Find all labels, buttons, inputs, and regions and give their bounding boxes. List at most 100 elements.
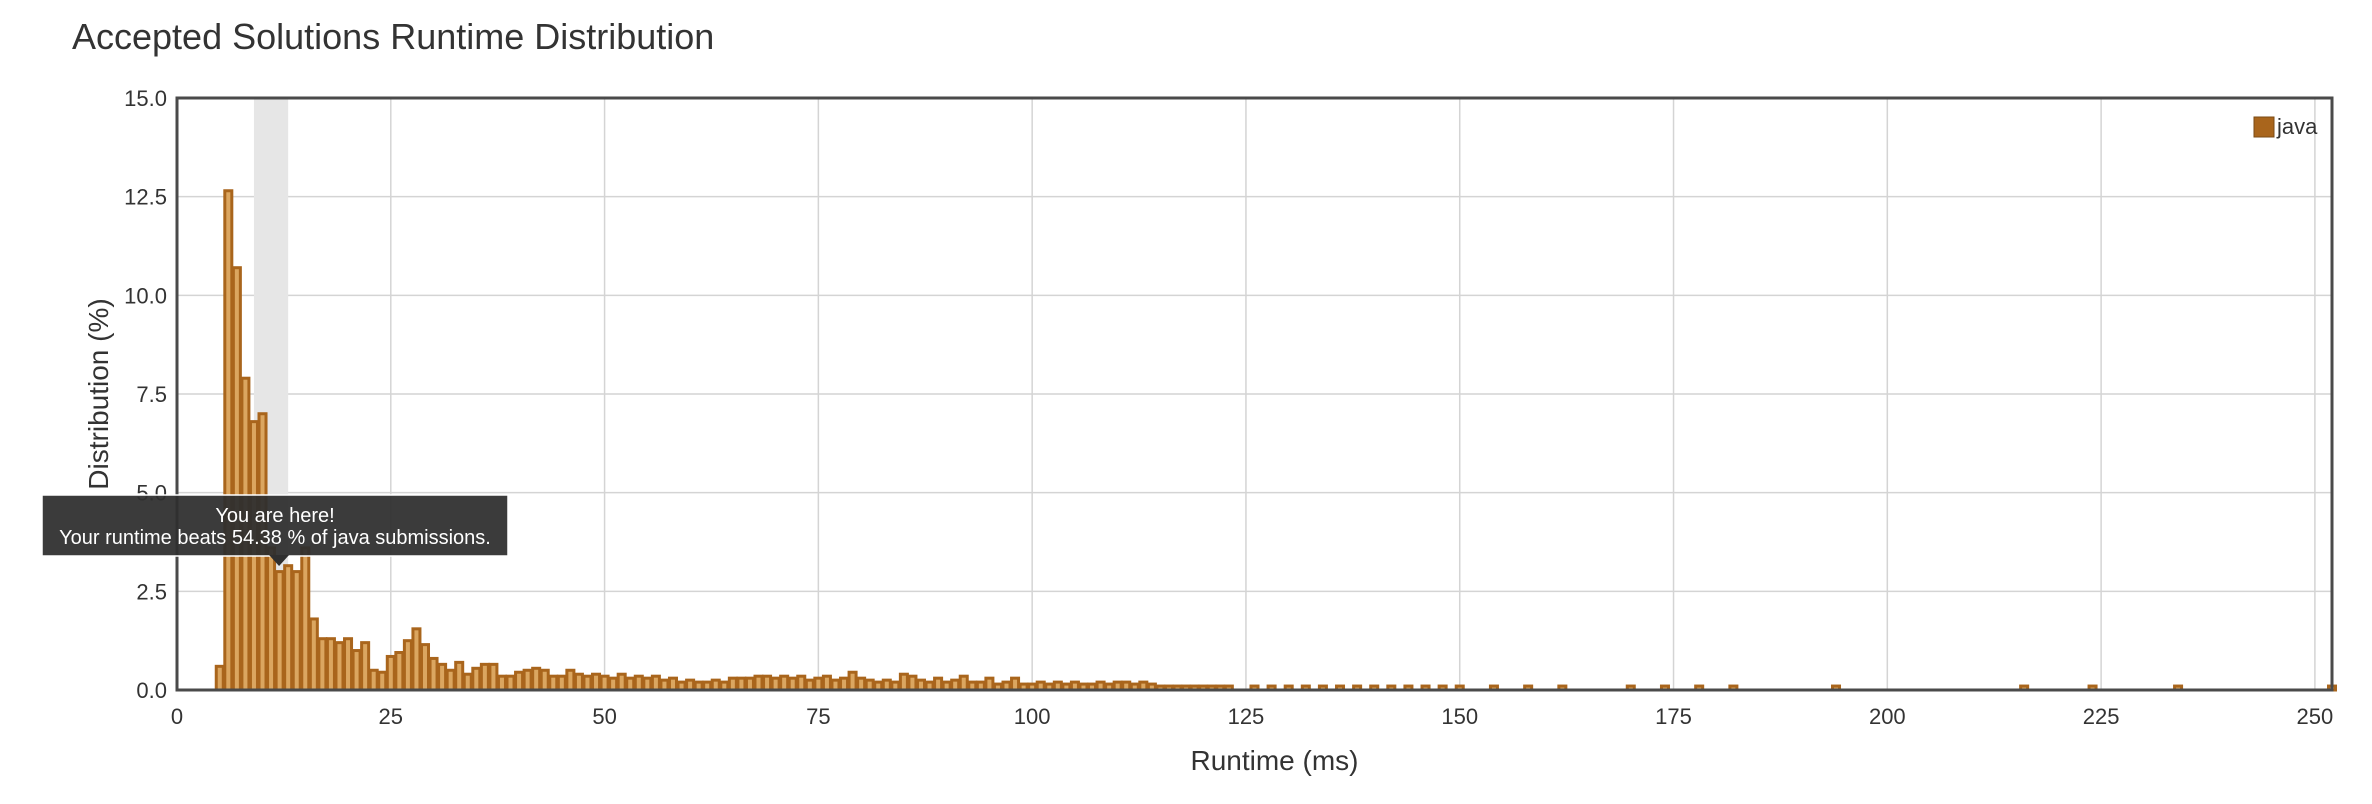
bar[interactable] xyxy=(308,617,319,692)
bar[interactable] xyxy=(496,674,507,692)
bar[interactable] xyxy=(556,674,567,692)
x-tick-label: 225 xyxy=(2083,704,2120,729)
bar[interactable] xyxy=(488,662,499,692)
bar[interactable] xyxy=(753,674,764,692)
bar[interactable] xyxy=(667,676,678,692)
bar[interactable] xyxy=(821,674,832,692)
x-tick-label: 150 xyxy=(1441,704,1478,729)
tooltip-arrow xyxy=(269,555,290,566)
bar[interactable] xyxy=(351,649,362,692)
bar[interactable] xyxy=(505,674,516,692)
bar[interactable] xyxy=(1010,676,1021,692)
x-tick-label: 25 xyxy=(379,704,403,729)
bar[interactable] xyxy=(445,668,456,692)
bar[interactable] xyxy=(471,666,482,692)
bar[interactable] xyxy=(479,662,490,692)
x-tick-label: 100 xyxy=(1014,704,1051,729)
legend[interactable]: java xyxy=(2253,114,2318,139)
x-tick-label: 250 xyxy=(2297,704,2334,729)
bar[interactable] xyxy=(394,651,405,692)
bar[interactable] xyxy=(608,676,619,692)
bars xyxy=(214,189,2338,692)
y-tick-label: 2.5 xyxy=(136,579,167,604)
bar[interactable] xyxy=(548,674,559,692)
bar[interactable] xyxy=(633,674,644,692)
bar[interactable] xyxy=(813,676,824,692)
bar[interactable] xyxy=(907,674,918,692)
bar[interactable] xyxy=(283,564,294,692)
bar[interactable] xyxy=(650,674,661,692)
page-title: Accepted Solutions Runtime Distribution xyxy=(72,16,715,57)
y-tick-label: 15.0 xyxy=(124,86,167,111)
bar[interactable] xyxy=(419,643,431,692)
bar[interactable] xyxy=(454,660,465,692)
bar[interactable] xyxy=(462,672,473,692)
bar[interactable] xyxy=(300,546,311,692)
bar[interactable] xyxy=(531,666,542,692)
x-tick-label: 175 xyxy=(1655,704,1692,729)
bar[interactable] xyxy=(642,676,653,692)
tooltip-line-2: Your runtime beats 54.38 % of java submi… xyxy=(59,527,491,549)
y-tick-label: 12.5 xyxy=(124,185,167,210)
bar[interactable] xyxy=(334,641,345,692)
bar[interactable] xyxy=(856,676,867,692)
bar[interactable] xyxy=(343,637,354,692)
bar[interactable] xyxy=(291,570,302,692)
bar[interactable] xyxy=(898,672,909,692)
bar[interactable] xyxy=(847,670,858,692)
bar[interactable] xyxy=(274,570,285,692)
bar[interactable] xyxy=(325,637,336,692)
bar[interactable] xyxy=(582,674,593,692)
bar[interactable] xyxy=(573,672,584,692)
x-tick-label: 200 xyxy=(1869,704,1906,729)
bar[interactable] xyxy=(839,676,850,692)
y-axis-ticks: 0.02.55.07.510.012.515.0 xyxy=(124,86,167,703)
legend-swatch-java xyxy=(2253,116,2275,138)
bar[interactable] xyxy=(727,676,738,692)
bar[interactable] xyxy=(770,676,781,692)
bar[interactable] xyxy=(762,674,773,692)
bar[interactable] xyxy=(591,672,602,692)
bar[interactable] xyxy=(317,637,328,692)
bar[interactable] xyxy=(231,266,242,692)
plot-frame xyxy=(175,96,2334,692)
bar[interactable] xyxy=(402,639,413,692)
bar[interactable] xyxy=(565,668,576,692)
bar[interactable] xyxy=(377,670,388,692)
bar[interactable] xyxy=(411,627,422,692)
bar[interactable] xyxy=(736,676,747,692)
x-tick-label: 0 xyxy=(171,704,183,729)
tooltip: You are here! Your runtime beats 54.38 %… xyxy=(41,494,509,566)
bar[interactable] xyxy=(933,676,944,692)
tooltip-box xyxy=(41,494,509,557)
grid xyxy=(176,97,2332,691)
bar[interactable] xyxy=(214,664,225,692)
bar[interactable] xyxy=(368,668,379,692)
bar[interactable] xyxy=(599,674,610,692)
y-tick-label: 10.0 xyxy=(124,283,167,308)
bar[interactable] xyxy=(385,654,396,692)
bar[interactable] xyxy=(958,674,969,692)
x-tick-label: 75 xyxy=(806,704,830,729)
bar[interactable] xyxy=(437,662,448,692)
bar[interactable] xyxy=(522,668,533,692)
bar[interactable] xyxy=(787,676,798,692)
bar[interactable] xyxy=(223,189,234,692)
y-tick-label: 7.5 xyxy=(136,382,167,407)
x-axis-label: Runtime (ms) xyxy=(1190,745,1358,776)
bar[interactable] xyxy=(779,674,790,692)
y-axis-label: Distribution (%) xyxy=(83,298,114,489)
x-tick-label: 50 xyxy=(592,704,616,729)
legend-label-java: java xyxy=(2276,114,2318,139)
bar[interactable] xyxy=(539,668,550,692)
bar[interactable] xyxy=(744,676,755,692)
bar[interactable] xyxy=(625,676,636,692)
bar[interactable] xyxy=(360,641,371,692)
bar[interactable] xyxy=(428,656,439,692)
bar[interactable] xyxy=(616,672,627,692)
bar[interactable] xyxy=(266,546,277,692)
bar[interactable] xyxy=(796,674,807,692)
bar[interactable] xyxy=(514,670,525,692)
bar[interactable] xyxy=(984,676,995,692)
